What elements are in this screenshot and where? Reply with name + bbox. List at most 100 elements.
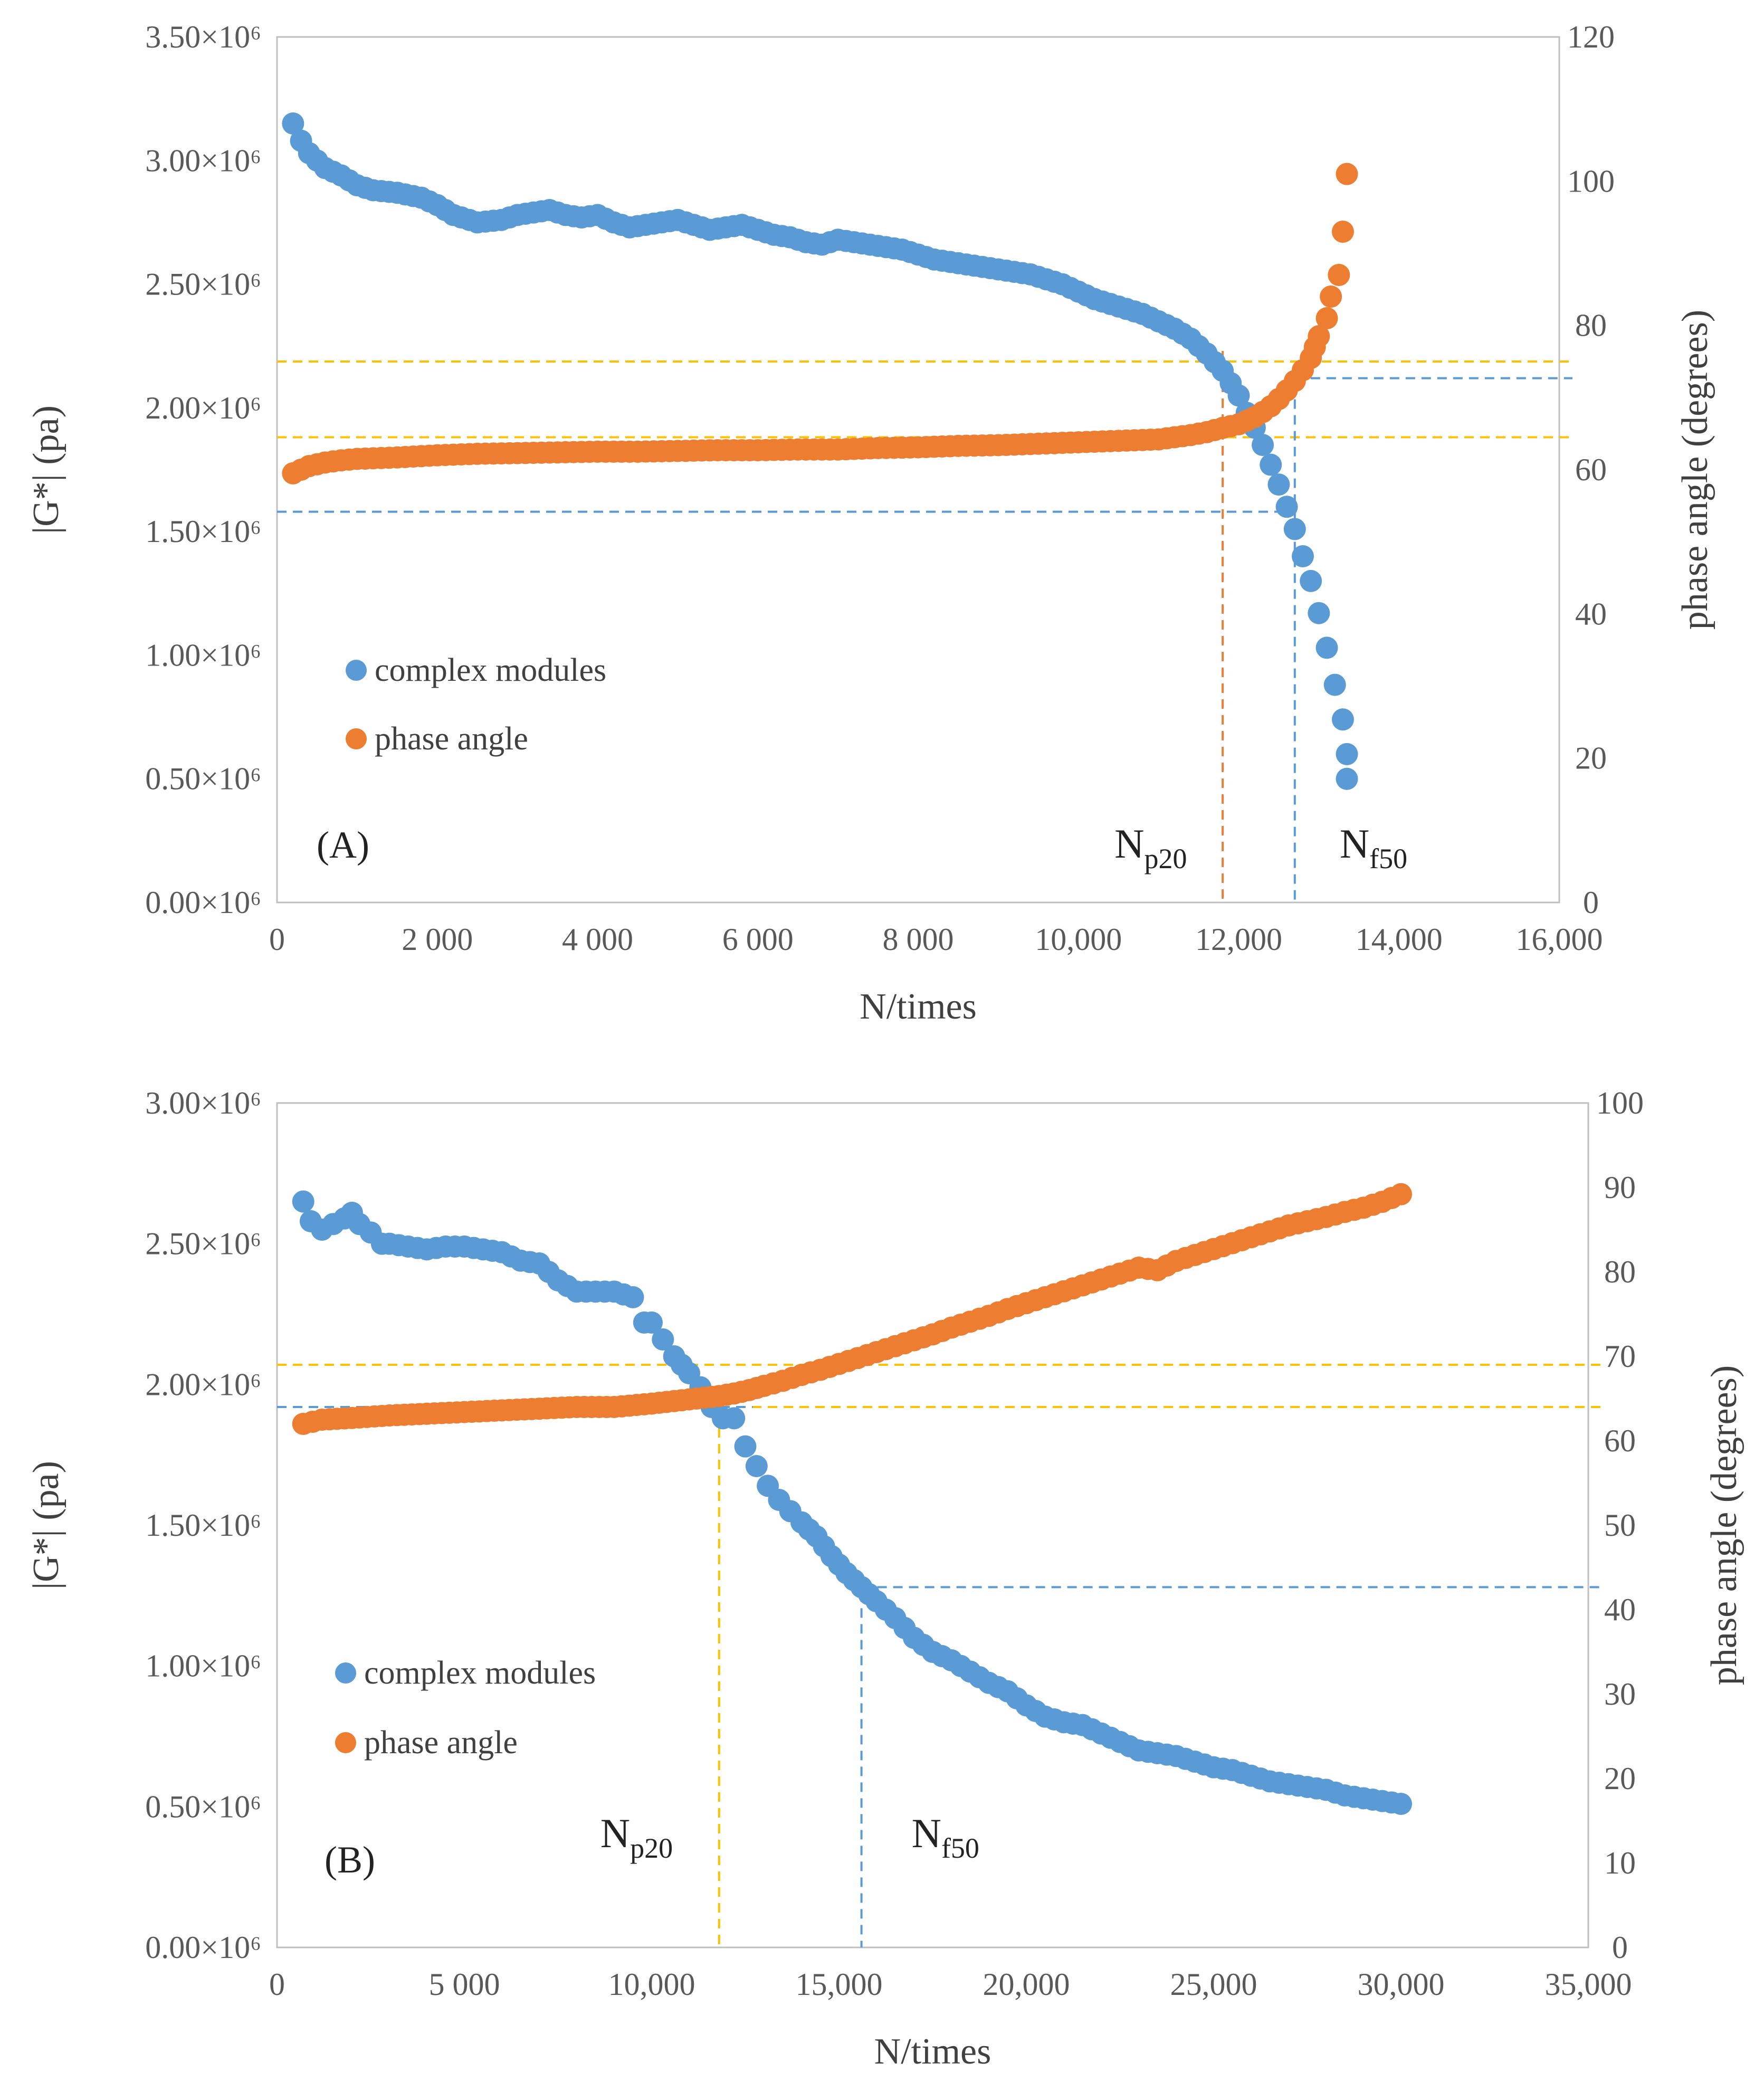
legend: complex modules phase angle xyxy=(346,652,606,757)
x-tick-label: 4 000 xyxy=(562,922,633,957)
y-left-tick-label: 0.00×10⁶ xyxy=(145,1930,261,1965)
modulus-point xyxy=(641,1311,663,1334)
x-tick-label: 30,000 xyxy=(1358,1967,1445,2002)
phase-point xyxy=(1320,286,1342,308)
y-left-tick-label: 1.50×10⁶ xyxy=(145,514,261,549)
y-right-tick-label: 70 xyxy=(1604,1339,1636,1374)
modulus-point xyxy=(745,1455,768,1477)
modulus-point xyxy=(1336,767,1358,790)
y-right-tick-label: 40 xyxy=(1604,1592,1636,1627)
annotation-p20: Np20 xyxy=(600,1810,673,1864)
y-right-tick-label: 90 xyxy=(1604,1170,1636,1205)
x-tick-label: 8 000 xyxy=(883,922,954,957)
y-right-tick-label: 30 xyxy=(1604,1677,1636,1712)
plot-area-border xyxy=(276,36,1560,904)
phase-point xyxy=(1315,307,1338,329)
x-tick-label: 15,000 xyxy=(796,1967,883,2002)
y-right-tick-label: 80 xyxy=(1604,1254,1636,1289)
y-right-tick-label: 40 xyxy=(1575,596,1607,631)
y-left-tick-label: 3.50×10⁶ xyxy=(145,20,261,54)
annotation-f50: Nf50 xyxy=(912,1810,979,1864)
y-right-tick-label: 20 xyxy=(1604,1761,1636,1796)
legend-marker-modulus xyxy=(335,1662,356,1684)
modulus-point xyxy=(292,1190,314,1213)
modulus-point xyxy=(652,1328,674,1351)
legend-marker-modulus xyxy=(346,660,367,681)
y-left-tick-label: 2.00×10⁶ xyxy=(145,1367,261,1402)
annotation-subscript: p20 xyxy=(1144,843,1187,874)
annotation-base: N xyxy=(600,1810,630,1856)
x-tick-label: 14,000 xyxy=(1356,922,1443,957)
x-tick-label: 10,000 xyxy=(608,1967,695,2002)
y-right-tick-label: 100 xyxy=(1596,1086,1644,1120)
phase-point xyxy=(1328,264,1350,286)
annotation-subscript: f50 xyxy=(941,1832,979,1864)
legend-label-modulus: complex modules xyxy=(364,1655,596,1691)
plot-area-border xyxy=(276,1102,1589,1948)
y-right-tick-label: 100 xyxy=(1567,164,1615,198)
y-right-tick-label: 80 xyxy=(1575,308,1607,343)
legend-label-phase: phase angle xyxy=(375,721,528,757)
modulus-point xyxy=(723,1407,746,1430)
y-left-tick-label: 0.50×10⁶ xyxy=(145,762,261,796)
y-right-axis-label: phase angle (degrees) xyxy=(1675,310,1715,630)
annotation-base: N xyxy=(1340,821,1369,867)
x-tick-label: 2 000 xyxy=(402,922,473,957)
y-left-axis-label: |G*| (pa) xyxy=(26,1461,66,1590)
modulus-point xyxy=(1308,602,1330,624)
modulus-point xyxy=(1331,708,1354,731)
x-tick-label: 16,000 xyxy=(1516,922,1603,957)
y-right-tick-label: 0 xyxy=(1612,1930,1628,1965)
x-tick-label: 25,000 xyxy=(1170,1967,1257,2002)
legend-label-phase: phase angle xyxy=(364,1725,518,1761)
x-tick-label: 20,000 xyxy=(983,1967,1070,2002)
modulus-point xyxy=(1252,434,1274,457)
y-right-axis-label: phase angle (degrees) xyxy=(1704,1365,1744,1685)
y-left-tick-label: 2.50×10⁶ xyxy=(145,267,261,302)
modulus-point xyxy=(1275,496,1298,518)
y-left-tick-label: 2.50×10⁶ xyxy=(145,1227,261,1261)
x-axis-label: N/times xyxy=(874,2031,991,2072)
x-tick-label: 0 xyxy=(269,1967,285,2002)
modulus-point xyxy=(1336,743,1358,765)
legend-marker-phase xyxy=(346,728,367,749)
y-left-tick-label: 1.50×10⁶ xyxy=(145,1508,261,1543)
y-right-tick-label: 20 xyxy=(1575,741,1607,776)
annotation-base: N xyxy=(912,1810,941,1856)
legend-marker-phase xyxy=(335,1732,356,1753)
y-right-tick-label: 120 xyxy=(1567,20,1615,54)
y-left-tick-label: 1.00×10⁶ xyxy=(145,1649,261,1684)
y-right-tick-label: 50 xyxy=(1604,1508,1636,1543)
x-tick-label: 6 000 xyxy=(722,922,794,957)
legend-label-modulus: complex modules xyxy=(375,652,606,688)
phase-point xyxy=(1331,221,1354,243)
phase-point xyxy=(1308,325,1330,348)
y-left-tick-label: 3.00×10⁶ xyxy=(145,1086,261,1120)
x-tick-label: 12,000 xyxy=(1195,922,1282,957)
modulus-point xyxy=(1267,473,1290,496)
chart-panel-a: 0 2 000 4 000 6 000 8 000 10,000 12,000 14,000 1… xyxy=(26,20,1715,1027)
x-tick-label: 10,000 xyxy=(1035,922,1122,957)
modulus-point xyxy=(1283,518,1306,540)
y-right-tick-label: 0 xyxy=(1583,885,1599,920)
y-left-tick-label: 0.50×10⁶ xyxy=(145,1789,261,1824)
modulus-point xyxy=(1227,384,1250,407)
annotation-f50: Nf50 xyxy=(1340,821,1407,874)
modulus-point xyxy=(282,112,304,135)
x-tick-label: 5 000 xyxy=(429,1967,500,2002)
modulus-point xyxy=(1323,673,1346,696)
modulus-point xyxy=(734,1435,757,1458)
modulus-point xyxy=(1390,1793,1412,1815)
y-left-tick-label: 3.00×10⁶ xyxy=(145,143,261,178)
chart-panel-b: 0 5 000 10,000 15,000 20,000 25,000 30,000 35,0… xyxy=(26,1086,1744,2072)
y-left-axis-label: |G*| (pa) xyxy=(26,405,66,534)
y-right-tick-label: 60 xyxy=(1575,452,1607,487)
x-tick-label: 0 xyxy=(269,922,285,957)
legend: complex modules phase angle xyxy=(335,1655,596,1761)
modulus-point xyxy=(1300,569,1322,592)
y-left-tick-label: 0.00×10⁶ xyxy=(145,885,261,920)
phase-point xyxy=(1390,1183,1412,1205)
annotation-subscript: p20 xyxy=(630,1832,673,1864)
